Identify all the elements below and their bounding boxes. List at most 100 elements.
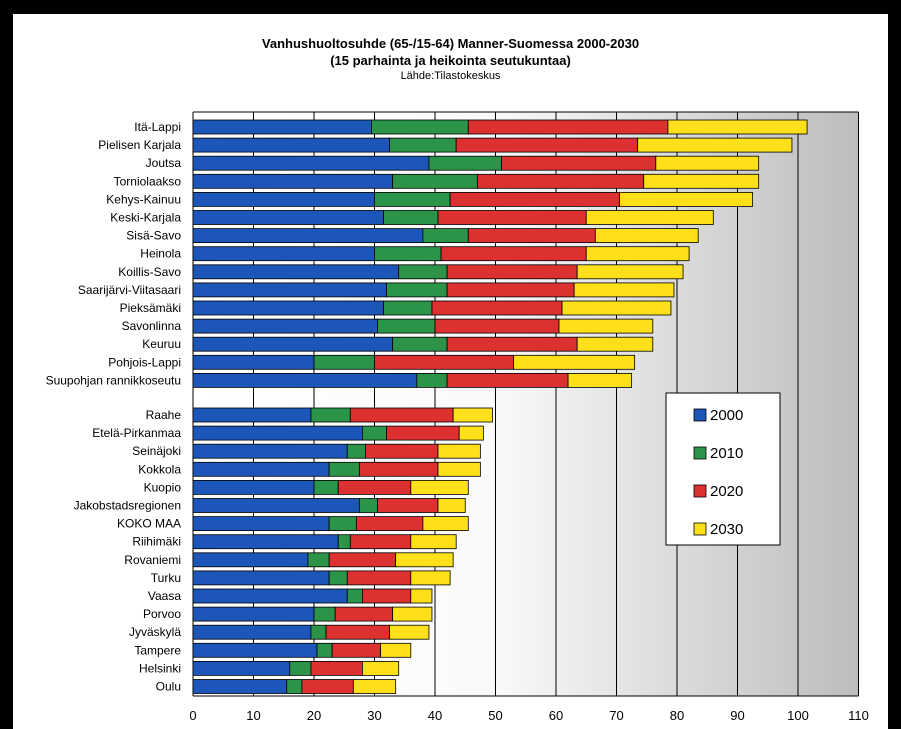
bar-segment <box>358 461 439 477</box>
bar-segment <box>501 155 657 171</box>
x-tick-label: 20 <box>307 708 321 723</box>
bar-segment <box>573 282 675 298</box>
bar-segment <box>437 461 481 477</box>
bar-segment <box>437 443 481 459</box>
bar-segment <box>310 624 327 640</box>
bar-segment <box>398 264 448 280</box>
category-label: Saarijärvi-Viitasaari <box>78 283 181 297</box>
bar-segment <box>389 624 430 640</box>
bar-segment <box>431 300 563 316</box>
bar-segment <box>434 318 560 334</box>
bar-segment <box>467 228 596 244</box>
bar-segment <box>389 137 457 153</box>
bar-segment <box>192 282 388 298</box>
category-label: Raahe <box>146 408 182 422</box>
bar-segment <box>352 679 397 694</box>
bar-segment <box>316 642 333 658</box>
bar-segment <box>328 516 357 531</box>
legend-label: 2010 <box>710 445 743 462</box>
category-label: Suupohjan rannikkoseutu <box>46 373 181 387</box>
category-label: Riihimäki <box>132 535 181 549</box>
bar-segment <box>289 661 312 676</box>
bar-segment <box>192 624 312 640</box>
bar-segment <box>643 173 760 189</box>
bar-segment <box>334 606 394 622</box>
x-tick-label: 90 <box>730 708 744 723</box>
bar-segment <box>437 498 466 513</box>
category-label: Koillis-Savo <box>118 265 181 279</box>
bar-segment <box>310 407 351 423</box>
bar-segment <box>561 300 672 316</box>
bar-segment <box>313 606 336 622</box>
category-label: Pohjois-Lappi <box>108 355 181 369</box>
category-label: Keuruu <box>142 337 181 351</box>
bar-segment <box>558 318 654 334</box>
bar-segment <box>655 155 760 171</box>
bar-segment <box>410 479 469 495</box>
bar-segment <box>416 372 448 388</box>
bar-segment <box>192 661 291 676</box>
bar-segment <box>410 534 457 550</box>
bar-segment <box>192 588 348 604</box>
bar-segment <box>192 461 330 477</box>
chart-title: Vanhushuoltosuhde (65-/15-64) Manner-Suo… <box>261 36 640 51</box>
bar-segment <box>192 354 315 370</box>
x-tick-label: 60 <box>549 708 563 723</box>
bar-segment <box>192 498 360 513</box>
bar-segment <box>310 661 363 676</box>
category-label: Tampere <box>134 643 181 657</box>
bar-segment <box>192 246 375 262</box>
x-tick-label: 70 <box>609 708 623 723</box>
bar-segment <box>452 407 493 423</box>
category-label: Rovaniemi <box>124 553 181 567</box>
bar-segment <box>328 461 360 477</box>
category-label: Itä-Lappi <box>134 120 181 134</box>
bar-segment <box>446 372 569 388</box>
chart-subtitle: (15 parhainta ja heikointa seutukuntaa) <box>330 53 571 68</box>
bar-segment <box>428 155 502 171</box>
bar-segment <box>446 336 578 352</box>
bar-segment <box>328 570 348 586</box>
bar-segment <box>325 624 391 640</box>
bar-segment <box>392 606 433 622</box>
legend-swatch <box>693 522 707 536</box>
legend-label: 2020 <box>710 483 743 500</box>
bar-segment <box>192 679 288 694</box>
x-tick-label: 50 <box>488 708 502 723</box>
category-label: Pielisen Karjala <box>98 138 181 152</box>
bar-segment <box>374 354 515 370</box>
bar-segment <box>446 264 578 280</box>
bar-segment <box>192 318 378 334</box>
bar-segment <box>286 679 303 694</box>
bar-segment <box>576 336 654 352</box>
category-label: Torniolaakso <box>114 174 182 188</box>
bar-segment <box>371 119 469 135</box>
bar-segment <box>365 443 439 459</box>
x-tick-label: 80 <box>670 708 684 723</box>
x-tick-label: 100 <box>787 708 809 723</box>
bar-segment <box>192 606 315 622</box>
bar-segment <box>440 246 587 262</box>
bar-segment <box>567 372 633 388</box>
bar-segment <box>410 588 433 604</box>
bar-segment <box>637 137 793 153</box>
bar-segment <box>349 534 412 550</box>
bar-segment <box>192 119 372 135</box>
category-label: Pieksämäki <box>120 301 181 315</box>
category-label: Porvoo <box>143 607 181 621</box>
bar-segment <box>437 210 587 225</box>
legend-swatch <box>693 446 707 460</box>
bar-segment <box>361 425 387 441</box>
bar-segment <box>337 534 351 550</box>
bar-segment <box>361 588 412 604</box>
bar-segment <box>355 516 424 531</box>
bar-segment <box>346 443 366 459</box>
bar-segment <box>192 407 312 423</box>
bar-segment <box>395 552 454 568</box>
bar-segment <box>307 552 330 568</box>
bar-segment <box>192 173 394 189</box>
bar-segment <box>374 246 442 262</box>
bar-segment <box>192 570 330 586</box>
category-label: Jakobstadsregionen <box>74 499 181 513</box>
